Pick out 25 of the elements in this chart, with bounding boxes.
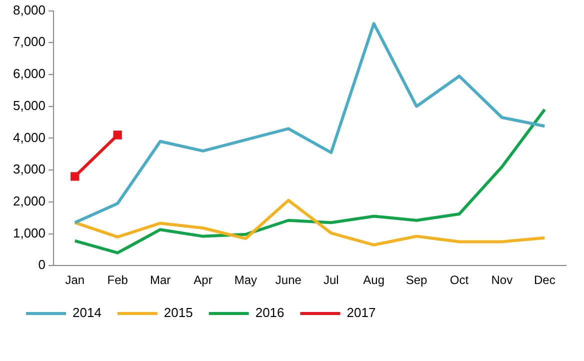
y-tick-label: 0 (38, 257, 46, 272)
y-tick-label: 5,000 (12, 98, 46, 113)
y-tick-label: 7,000 (12, 34, 46, 50)
legend-label: 2017 (346, 305, 376, 320)
y-tick-label: 4,000 (12, 130, 46, 145)
y-tick-label: 3,000 (12, 162, 46, 177)
x-tick-label: Aug (363, 273, 385, 288)
x-tick-label: Mar (150, 273, 171, 288)
legend-label: 2015 (164, 305, 193, 320)
x-tick-label: Jul (323, 273, 339, 288)
legend-label: 2014 (72, 305, 102, 320)
x-tick-label: Sep (406, 273, 428, 288)
legend-label: 2016 (255, 305, 284, 320)
x-tick-label: Jan (65, 273, 85, 288)
x-tick-label: Oct (450, 273, 470, 288)
x-tick-label: Apr (194, 273, 212, 288)
y-tick-label: 6,000 (12, 66, 46, 82)
x-tick-label: Nov (491, 273, 513, 288)
y-tick-label: 2,000 (12, 193, 46, 208)
x-tick-label: May (234, 273, 258, 288)
y-tick-label: 1,000 (12, 225, 46, 240)
y-tick-label: 8,000 (12, 2, 46, 18)
x-tick-label: Feb (107, 273, 128, 288)
x-tick-label: June (275, 273, 302, 288)
x-tick-label: Dec (534, 273, 556, 288)
